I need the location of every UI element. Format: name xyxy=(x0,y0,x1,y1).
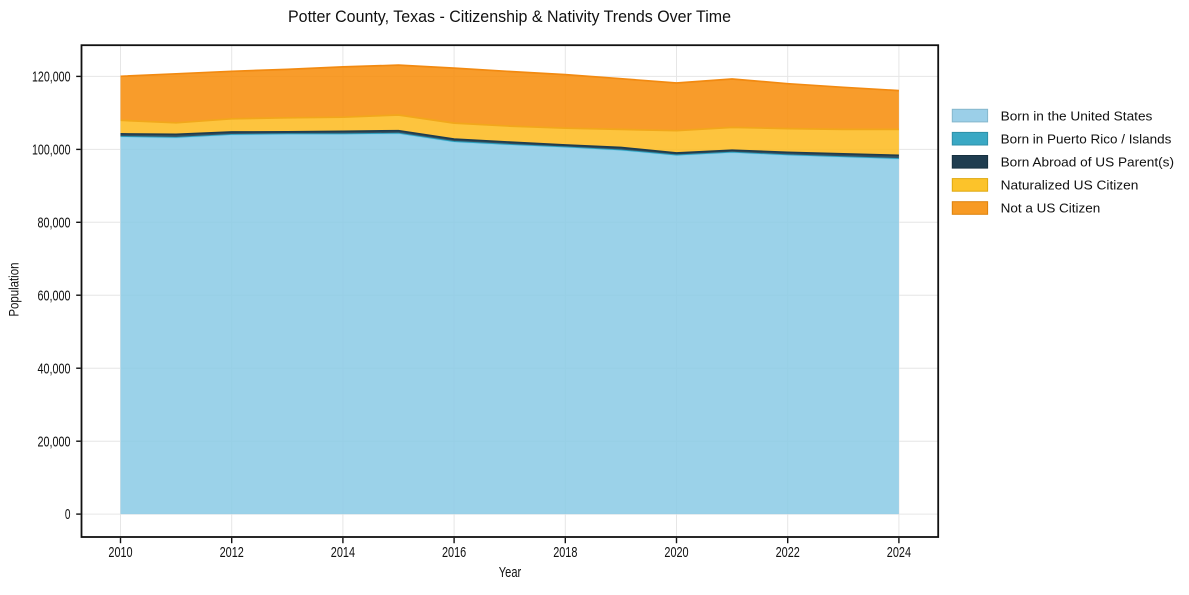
svg-text:80,000: 80,000 xyxy=(38,214,71,231)
svg-text:Year: Year xyxy=(499,564,521,581)
svg-text:0: 0 xyxy=(65,506,71,523)
svg-text:2020: 2020 xyxy=(664,544,688,561)
svg-text:2012: 2012 xyxy=(220,544,244,561)
svg-text:Not a US Citizen: Not a US Citizen xyxy=(1001,201,1101,216)
svg-text:20,000: 20,000 xyxy=(38,433,71,450)
svg-text:2014: 2014 xyxy=(331,544,355,561)
svg-text:40,000: 40,000 xyxy=(38,360,71,377)
svg-text:2010: 2010 xyxy=(108,544,132,561)
svg-text:Born in the United States: Born in the United States xyxy=(1001,108,1153,123)
svg-text:2022: 2022 xyxy=(776,544,800,561)
svg-text:Population: Population xyxy=(7,263,22,317)
svg-text:60,000: 60,000 xyxy=(38,287,71,304)
svg-text:100,000: 100,000 xyxy=(32,141,71,158)
svg-text:Potter County, Texas - Citizen: Potter County, Texas - Citizenship & Nat… xyxy=(288,8,731,26)
svg-text:2018: 2018 xyxy=(553,544,577,561)
svg-text:2024: 2024 xyxy=(887,544,911,561)
svg-text:2016: 2016 xyxy=(442,544,466,561)
svg-text:120,000: 120,000 xyxy=(32,69,71,86)
svg-text:Naturalized US Citizen: Naturalized US Citizen xyxy=(1001,178,1139,193)
svg-text:Born Abroad of US Parent(s): Born Abroad of US Parent(s) xyxy=(1001,155,1174,170)
svg-text:Born in Puerto Rico / Islands: Born in Puerto Rico / Islands xyxy=(1001,131,1172,146)
